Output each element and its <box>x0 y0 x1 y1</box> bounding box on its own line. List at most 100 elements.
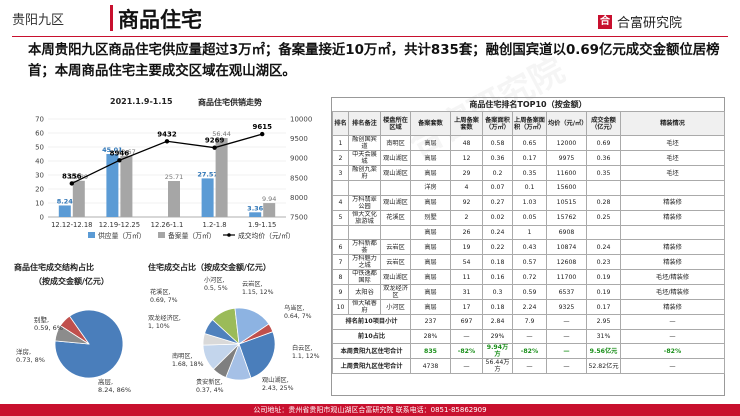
table-row: 2 中天会展城 观山湖区 高层 12 0.36 0.17 9975 0.36 毛坯 <box>332 150 725 166</box>
summary-cell: — <box>512 328 547 344</box>
bar-sales <box>168 181 180 217</box>
price-point <box>117 158 122 163</box>
bar-supply <box>249 212 262 217</box>
last-week-total-row: 上周贵阳九区住宅合计 4738—56.44万方 — —52.82亿元 — <box>332 358 725 374</box>
table-cell: 54 <box>450 254 483 270</box>
table-cell: 精装修 <box>620 254 725 270</box>
table-cell: 0.25 <box>586 209 621 226</box>
table-cell: 1 <box>512 224 547 240</box>
price-point <box>69 181 74 186</box>
ranking-table: 商品住宅排名TOP10（按金额） 排名 排名备注 楼盘所在区域 备案套数 上周备案套数备… <box>331 97 725 396</box>
table-cell: 12608 <box>546 254 587 270</box>
table-cell: 0.16 <box>482 269 513 285</box>
table-cell: 0.17 <box>586 299 621 315</box>
table-cell <box>380 224 411 240</box>
y-right-tick: 8500 <box>290 174 308 182</box>
table-cell: 高层 <box>410 194 451 211</box>
y-right-tick: 7500 <box>290 214 308 222</box>
pie-right-label: 白云区, 1.1, 12% <box>292 344 320 360</box>
table-cell: 8 <box>332 269 349 285</box>
table-cell: 高层 <box>410 165 451 181</box>
table-cell: 0.18 <box>482 299 513 315</box>
summary-cell: — <box>546 343 587 359</box>
table-cell: 云岩区 <box>380 239 411 255</box>
table-cell: 洋房 <box>410 180 451 196</box>
summary-cell: 上周贵阳九区住宅合计 <box>332 358 411 374</box>
table-header-cell: 上周备案面积（万㎡） <box>512 111 547 136</box>
summary-cell: 4738 <box>410 358 451 374</box>
table-cell: 1.03 <box>512 194 547 211</box>
region-label: 贵阳九区 <box>12 13 65 28</box>
table-cell: 精装修 <box>620 194 725 211</box>
table-cell: 11600 <box>546 165 587 181</box>
table-row: 8 中铁逸都国际 观山湖区 高层 11 0.16 0.72 11700 0.19 毛坯/精装修 <box>332 269 725 285</box>
ranking-grid: 排名 排名备注 楼盘所在区域 备案套数 上周备案套数 备案面积（万㎡） 上周备案面积（万㎡）… <box>332 111 725 374</box>
table-cell: 0.2 <box>482 165 513 181</box>
table-row: 7 万科魅力之城 云岩区 高层 54 0.18 0.57 12608 0.23 精装修 <box>332 254 725 270</box>
bar-sales-label: 25.71 <box>165 173 184 181</box>
pie-left-svg: 别墅, 0.59, 6% 洋房, 0.73, 8% 高层, 8.24, 86% <box>16 309 131 394</box>
table-cell: 高层 <box>410 224 451 240</box>
table-cell: 精装修 <box>620 209 725 226</box>
table-cell: 中铁逸都国际 <box>348 269 381 285</box>
table-row: 5 恒大文化旅游城 花溪区 别墅 2 0.02 0.05 15762 0.25 精装修 <box>332 209 725 226</box>
table-cell: 0.57 <box>512 254 547 270</box>
table-cell: 9975 <box>546 150 587 166</box>
price-point <box>212 145 217 150</box>
summary-cell: -82% <box>620 343 725 359</box>
table-header-cell: 排名 <box>332 111 349 136</box>
table-cell: 0.23 <box>586 254 621 270</box>
pie-right-label: 南明区, 1.68, 18% <box>172 352 204 368</box>
table-cell: 17 <box>450 299 483 315</box>
table-cell: 92 <box>450 194 483 211</box>
table-cell <box>332 180 349 196</box>
summary-cell: 7.9 <box>512 314 547 330</box>
price-label: 8946 <box>110 149 130 157</box>
y-left-tick: 70 <box>35 116 44 124</box>
table-cell: 0.28 <box>586 194 621 211</box>
table-cell <box>332 224 349 240</box>
table-row: 1 融创国宾道 南明区 高层 48 0.58 0.65 12000 0.69 毛坯 <box>332 135 725 151</box>
table-cell <box>586 224 621 240</box>
pie-right-label: 观山湖区, 2.43, 25% <box>262 376 294 392</box>
table-cell: 万科新都荟 <box>348 239 381 255</box>
page-title: 商品住宅 <box>118 8 202 32</box>
table-header-cell: 排名备注 <box>348 111 381 136</box>
price-point <box>164 139 170 144</box>
x-tick: 1.9-1.15 <box>248 221 276 229</box>
table-header-cell: 成交金额（亿元） <box>586 111 621 136</box>
header-divider <box>110 5 113 31</box>
table-cell: 11700 <box>546 269 587 285</box>
summary-cell: 52.82亿元 <box>586 358 621 374</box>
table-cell: 毛坯 <box>620 150 725 166</box>
table-cell: 高层 <box>410 299 451 315</box>
table-header-row: 排名 排名备注 楼盘所在区域 备案套数 上周备案套数 备案面积（万㎡） 上周备案面积（万㎡）… <box>332 111 725 136</box>
table-cell: 恒大文化旅游城 <box>348 209 381 226</box>
y-right-tick: 9500 <box>290 135 308 143</box>
supply-chart-svg: 0 10 20 30 40 50 60 70 7500 8000 8500 9000 9500 10000… <box>35 116 312 241</box>
table-cell: 南明区 <box>380 135 411 151</box>
table-cell <box>348 180 381 196</box>
legend-supply-swatch <box>88 232 95 238</box>
table-cell: 15600 <box>546 180 587 196</box>
bar-supply-label: 45.01 <box>102 146 123 154</box>
pie-right-label: 花溪区, 0.69, 7% <box>150 288 178 304</box>
table-cell: 0.19 <box>586 269 621 285</box>
table-header-cell: 楼盘所在区域 <box>380 111 411 136</box>
x-tick: 1.2-1.8 <box>203 221 227 229</box>
table-cell: 0.24 <box>586 239 621 255</box>
table-cell <box>586 180 621 196</box>
table-cell: 19 <box>450 239 483 255</box>
x-tick: 12.19-12.25 <box>99 221 140 229</box>
pie-left-subtitle: （按成交金额/亿元） <box>34 277 109 286</box>
pie-right-svg: 小河区, 0.5, 5% 云岩区, 1.15, 12% 花溪区, 0.69, 7% 乌当区,… <box>148 276 320 394</box>
table-cell: 毛坯 <box>620 165 725 181</box>
table-cell: 10874 <box>546 239 587 255</box>
table-cell: 12 <box>450 150 483 166</box>
table-cell: 0.02 <box>482 209 513 226</box>
table-cell: 0.17 <box>512 150 547 166</box>
summary-cell: 28% <box>410 328 451 344</box>
table-cell: 高层 <box>410 135 451 151</box>
structure-pie-chart: 商品住宅成交结构占比 （按成交金额/亿元） 别墅, 0.59, 6% 洋房, 0.73… <box>14 262 144 402</box>
table-cell: 别墅 <box>410 209 451 226</box>
